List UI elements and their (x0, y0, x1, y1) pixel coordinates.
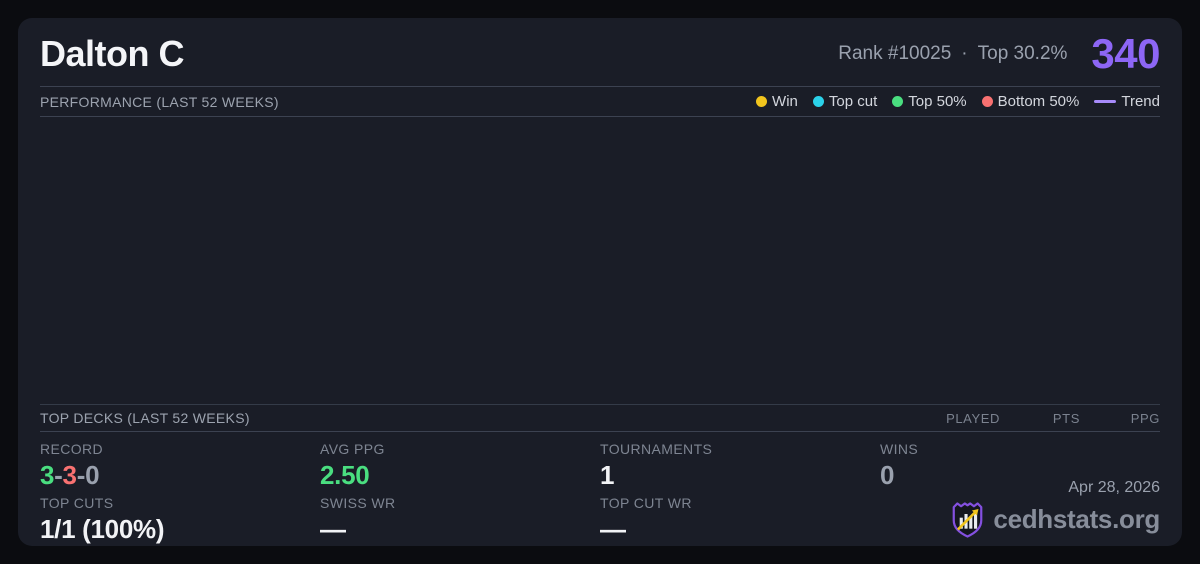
legend-item-top50: Top 50% (892, 93, 967, 110)
stat-top-cut-wr: TOP CUT WR — (600, 495, 880, 544)
brand-text: cedhstats.org (993, 504, 1160, 534)
performance-title: PERFORMANCE (LAST 52 WEEKS) (40, 93, 279, 110)
stats-grid: RECORD 3-3-0 TOP CUTS 1/1 (100%) AVG PPG… (40, 432, 1160, 548)
top-cut-wr-value: — (600, 513, 626, 544)
column-header-pts: PTS (1052, 410, 1080, 426)
performance-section-header: PERFORMANCE (LAST 52 WEEKS) Win Top cut … (40, 87, 1160, 117)
performance-chart (40, 117, 1160, 405)
trend-line-icon (1094, 100, 1117, 103)
top-decks-title: TOP DECKS (LAST 52 WEEKS) (40, 410, 250, 426)
top-decks-header: TOP DECKS (LAST 52 WEEKS) PLAYED PTS PPG (40, 405, 1160, 432)
tournaments-value: 1 (600, 460, 615, 490)
record-draws: 0 (85, 460, 100, 490)
chart-legend: Win Top cut Top 50% Bottom 50% Trend (756, 93, 1160, 110)
legend-item-win: Win (756, 93, 798, 110)
brand-row: cedhstats.org (951, 501, 1160, 538)
stat-tournaments: TOURNAMENTS 1 (600, 441, 880, 490)
legend-item-trend: Trend (1094, 93, 1160, 110)
top50-dot-icon (892, 96, 904, 107)
stats-column-2: AVG PPG 2.50 SWISS WR — (320, 441, 600, 548)
cedhstats-logo-icon (953, 502, 983, 538)
avg-ppg-value: 2.50 (320, 460, 370, 490)
stats-column-3: TOURNAMENTS 1 TOP CUT WR — (600, 441, 880, 548)
record-value: 3-3-0 (40, 460, 100, 490)
top-cuts-value: 1/1 (100%) (40, 513, 165, 544)
stats-column-1: RECORD 3-3-0 TOP CUTS 1/1 (100%) (40, 441, 320, 548)
stat-swiss-wr: SWISS WR — (320, 495, 600, 544)
legend-item-bottom50: Bottom 50% (981, 93, 1079, 110)
date-text: Apr 28, 2026 (1068, 479, 1160, 496)
stat-record: RECORD 3-3-0 (40, 441, 320, 490)
stats-column-4: WINS 0 (880, 441, 1160, 548)
record-losses: 3 (62, 460, 77, 490)
top-decks-columns: PLAYED PTS PPG (920, 411, 1160, 426)
record-wins: 3 (40, 460, 55, 490)
bottom50-dot-icon (981, 96, 993, 107)
legend-item-top-cut: Top cut (812, 93, 877, 110)
win-dot-icon (756, 96, 768, 107)
rank-text: Rank #10025 (838, 43, 952, 64)
top-cut-dot-icon (812, 96, 824, 107)
card-header: Dalton C Rank #10025 · Top 30.2% 340 (40, 18, 1160, 87)
top-percent-text: Top 30.2% (977, 43, 1068, 64)
stat-top-cuts: TOP CUTS 1/1 (100%) (40, 495, 320, 544)
page-title: Dalton C (40, 33, 185, 74)
points-value: 340 (1091, 30, 1160, 77)
card-footer: Apr 28, 2026 cedhstats.org (951, 479, 1160, 538)
rank-summary: Rank #10025 · Top 30.2% (838, 43, 1067, 65)
wins-value: 0 (880, 460, 895, 490)
rank-separator-dot: · (961, 43, 968, 64)
stat-avg-ppg: AVG PPG 2.50 (320, 441, 600, 490)
stat-wins: WINS 0 (880, 441, 1160, 490)
swiss-wr-value: — (320, 513, 346, 544)
header-right: Rank #10025 · Top 30.2% 340 (838, 30, 1160, 78)
column-header-played: PLAYED (946, 410, 1000, 426)
player-stats-card: Dalton C Rank #10025 · Top 30.2% 340 PER… (18, 18, 1182, 546)
column-header-ppg: PPG (1130, 410, 1160, 426)
